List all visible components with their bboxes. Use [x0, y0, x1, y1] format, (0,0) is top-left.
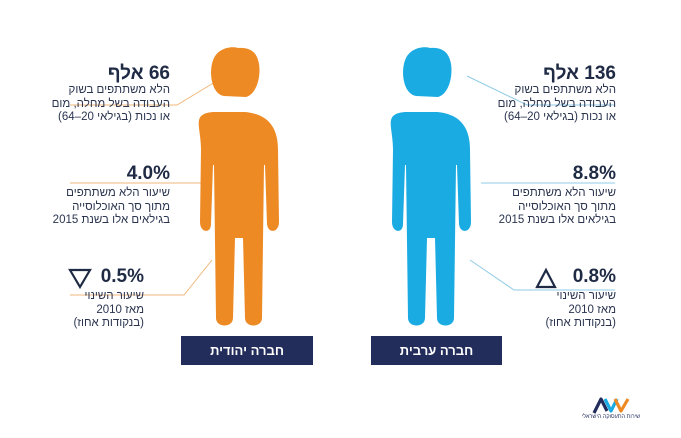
arab-stat2-desc-2: מתוך סך האוכלוסייה — [518, 200, 616, 213]
arab-stat3-desc-1: שיעור השינוי — [556, 290, 616, 302]
jewish-stat2-desc-2: מתוך סך האוכלוסייה — [72, 200, 170, 213]
jewish-stat1-desc-3: או נכות (בגילאי 20–64) — [58, 111, 170, 123]
arab-stat2-value: 8.8% — [572, 163, 616, 184]
jewish-figure-icon — [198, 47, 279, 326]
jewish-connectors — [70, 75, 226, 296]
arab-stat1: 136 אלף הלא משתתפים בשוק העבודה בשל מחלה… — [484, 64, 616, 125]
jewish-stat1-value: 66 אלף — [107, 63, 170, 84]
logo-icon — [592, 397, 630, 414]
arab-connectors — [466, 75, 615, 291]
arab-stat1-desc-1: הלא משתתפים בשוק — [514, 84, 616, 96]
jewish-stat1-desc-1: הלא משתתפים בשוק — [68, 84, 170, 96]
jewish-group-label: חברה יהודית — [181, 336, 313, 365]
arab-connector-1 — [466, 75, 615, 106]
jewish-connector-1 — [70, 75, 226, 106]
arab-group-label: חברה ערבית — [371, 336, 502, 365]
arab-stat2-desc-3: בגילאים אלו בשנת 2015 — [498, 214, 616, 226]
arab-stat2-desc-1: שיעור הלא משתתפים — [512, 187, 616, 199]
up-triangle-icon — [535, 267, 557, 289]
down-triangle-icon — [68, 268, 92, 290]
arab-figure-icon — [390, 47, 471, 326]
jewish-stat2-desc-1: שיעור הלא משתתפים — [66, 187, 170, 199]
jewish-stat3-desc-1: שיעור השינוי — [84, 290, 144, 302]
arab-stat3-value: 0.8% — [572, 266, 616, 287]
jewish-stat1: 66 אלף הלא משתתפים בשוק העבודה בשל מחלה,… — [40, 64, 170, 125]
arab-stat1-desc-3: או נכות (בגילאי 20–64) — [504, 111, 616, 123]
jewish-stat3: 0.5% שיעור השינוי מאז 2010 (בנקודות אחוז… — [40, 267, 144, 331]
logo-text: שירות התעסוקה הישראלי — [581, 414, 641, 420]
jewish-stat2: 4.0% שיעור הלא משתתפים מתוך סך האוכלוסיי… — [40, 164, 170, 228]
arab-stat3-desc-2: מאז 2010 — [568, 303, 616, 316]
arab-stat1-desc-2: העבודה בשל מחלה, מום — [497, 97, 616, 110]
jewish-stat1-desc-2: העבודה בשל מחלה, מום — [51, 97, 170, 110]
arab-stat3: 0.8% שיעור השינוי מאז 2010 (בנקודות אחוז… — [512, 267, 616, 331]
jewish-stat2-value: 4.0% — [126, 163, 170, 184]
jewish-stat3-value: 0.5% — [100, 266, 144, 287]
jewish-stat2-desc-3: בגילאים אלו בשנת 2015 — [52, 214, 170, 226]
jewish-stat3-desc-2: מאז 2010 — [96, 303, 144, 316]
jewish-connector-3 — [70, 259, 213, 296]
arab-connector-3 — [469, 259, 615, 291]
arab-stat1-value: 136 אלף — [543, 63, 616, 84]
arab-stat2: 8.8% שיעור הלא משתתפים מתוך סך האוכלוסיי… — [484, 164, 616, 228]
arab-stat3-desc-3: (בנקודות אחוז) — [545, 317, 616, 329]
jewish-stat3-desc-3: (בנקודות אחוז) — [73, 317, 144, 329]
